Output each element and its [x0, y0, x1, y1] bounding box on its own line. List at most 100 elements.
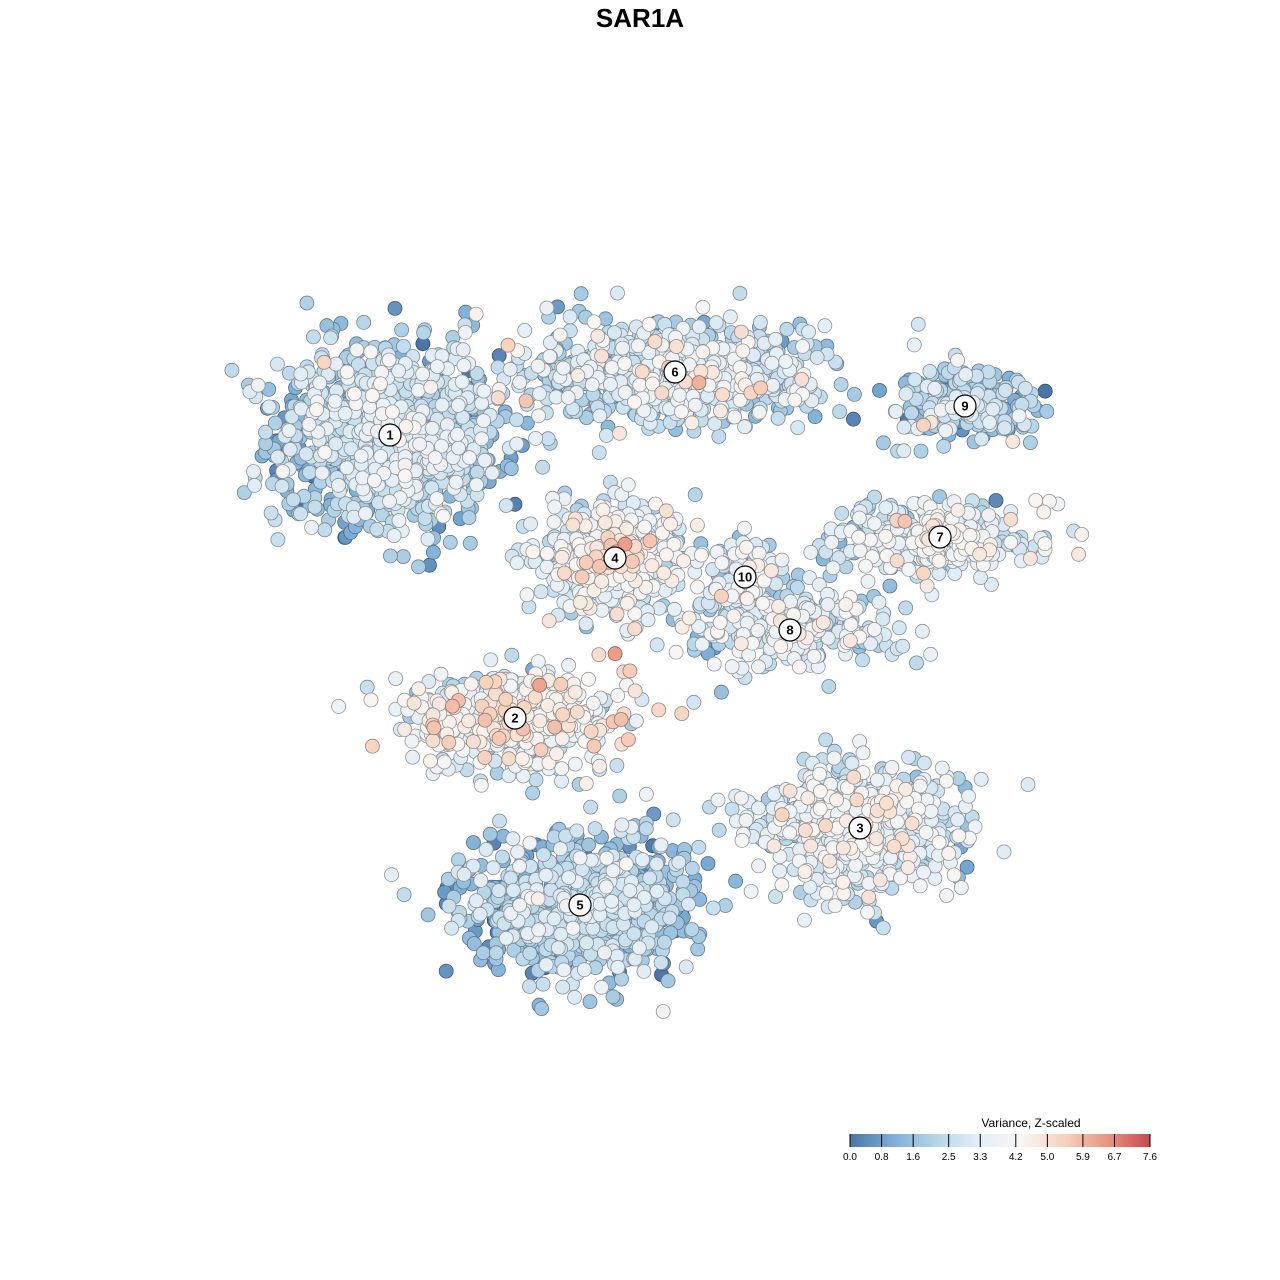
scatter-point	[772, 863, 788, 879]
scatter-point	[550, 940, 566, 956]
scatter-point	[433, 666, 449, 682]
scatter-point	[653, 955, 669, 970]
scatter-point	[450, 397, 466, 413]
scatter-point	[768, 331, 783, 347]
scatter-point	[434, 397, 450, 413]
scatter-point	[512, 858, 527, 874]
scatter-point	[871, 594, 887, 610]
scatter-point	[950, 812, 966, 828]
scatter-point	[605, 989, 621, 1005]
scatter-point	[738, 812, 754, 828]
scatter-point	[807, 409, 823, 425]
scatter-point	[503, 870, 519, 886]
scatter-point	[466, 936, 482, 951]
scatter-point	[353, 448, 369, 464]
scatter-point	[410, 382, 426, 398]
scatter-point	[538, 867, 554, 883]
points-layer	[224, 285, 1090, 1019]
scatter-point	[521, 599, 537, 615]
scatter-point	[468, 893, 484, 909]
scatter-point	[636, 964, 652, 979]
scatter-point	[476, 413, 492, 429]
scatter-point	[451, 440, 466, 456]
scatter-point	[751, 800, 766, 816]
scatter-point	[298, 446, 314, 462]
scatter-point	[743, 884, 759, 899]
scatter-point	[416, 325, 432, 341]
scatter-point	[603, 376, 618, 392]
scatter-point	[302, 464, 317, 480]
scatter-point	[584, 377, 600, 393]
scatter-point	[356, 314, 372, 330]
scatter-point	[556, 962, 572, 978]
scatter-point	[528, 772, 544, 788]
scatter-point	[498, 498, 514, 513]
scatter-point	[420, 531, 436, 547]
scatter-point	[522, 945, 538, 961]
scatter-point	[1017, 380, 1033, 396]
scatter-point	[579, 935, 594, 951]
scatter-point	[662, 910, 678, 926]
scatter-point	[555, 979, 571, 995]
scatter-point	[915, 623, 930, 639]
scatter-point	[718, 898, 733, 913]
scatter-point	[581, 837, 596, 853]
scatter-point	[818, 732, 834, 748]
scatter-point	[387, 300, 403, 316]
scatter-point	[614, 817, 630, 833]
scatter-point	[660, 973, 676, 989]
scatter-point	[462, 535, 478, 551]
scatter-point	[904, 405, 919, 421]
scatter-point	[373, 449, 389, 464]
scatter-point	[988, 493, 1004, 508]
scatter-point	[678, 959, 694, 975]
scatter-point	[610, 285, 625, 301]
scatter-point	[478, 842, 494, 857]
scatter-point	[425, 544, 441, 560]
scatter-point	[847, 386, 862, 402]
scatter-point	[609, 758, 625, 773]
scatter-point	[488, 945, 504, 961]
scatter-point	[690, 941, 706, 957]
scatter-point	[938, 423, 953, 439]
scatter-point	[391, 513, 407, 528]
scatter-point	[484, 465, 500, 481]
scatter-point	[817, 318, 833, 334]
scatter-point	[723, 309, 738, 325]
scatter-point	[561, 657, 576, 673]
scatter-point	[469, 477, 485, 493]
scatter-point	[412, 436, 428, 452]
scatter-point	[687, 487, 703, 503]
scatter-point	[442, 534, 458, 550]
scatter-point	[307, 499, 323, 515]
scatter-point	[714, 684, 729, 700]
scatter-point	[916, 864, 931, 880]
scatter-point	[301, 417, 317, 432]
scatter-point	[684, 860, 700, 876]
scatter-point	[620, 477, 636, 493]
scatter-point	[910, 316, 926, 332]
scatter-point	[884, 760, 900, 775]
scatter-point	[797, 912, 812, 928]
scatter-point	[395, 549, 411, 564]
scatter-point	[444, 920, 460, 936]
scatter-point	[474, 395, 490, 411]
scatter-point	[534, 1001, 549, 1016]
scatter-point	[635, 852, 650, 868]
scatter-point	[269, 356, 285, 372]
scatter-point	[461, 510, 477, 525]
scatter-point	[567, 989, 582, 1005]
scatter-point	[630, 338, 646, 354]
scatter-point	[587, 821, 603, 836]
scatter-point	[612, 788, 628, 804]
scatter-point	[451, 852, 466, 868]
scatter-point	[299, 295, 315, 311]
scatter-point	[974, 431, 989, 447]
scatter-point	[779, 321, 795, 337]
scatter-point	[1039, 403, 1055, 419]
scatter-point	[852, 510, 867, 526]
scatter-point	[852, 543, 868, 559]
scatter-point	[872, 382, 887, 398]
scatter-point	[649, 637, 665, 653]
scatter-point	[533, 584, 549, 600]
